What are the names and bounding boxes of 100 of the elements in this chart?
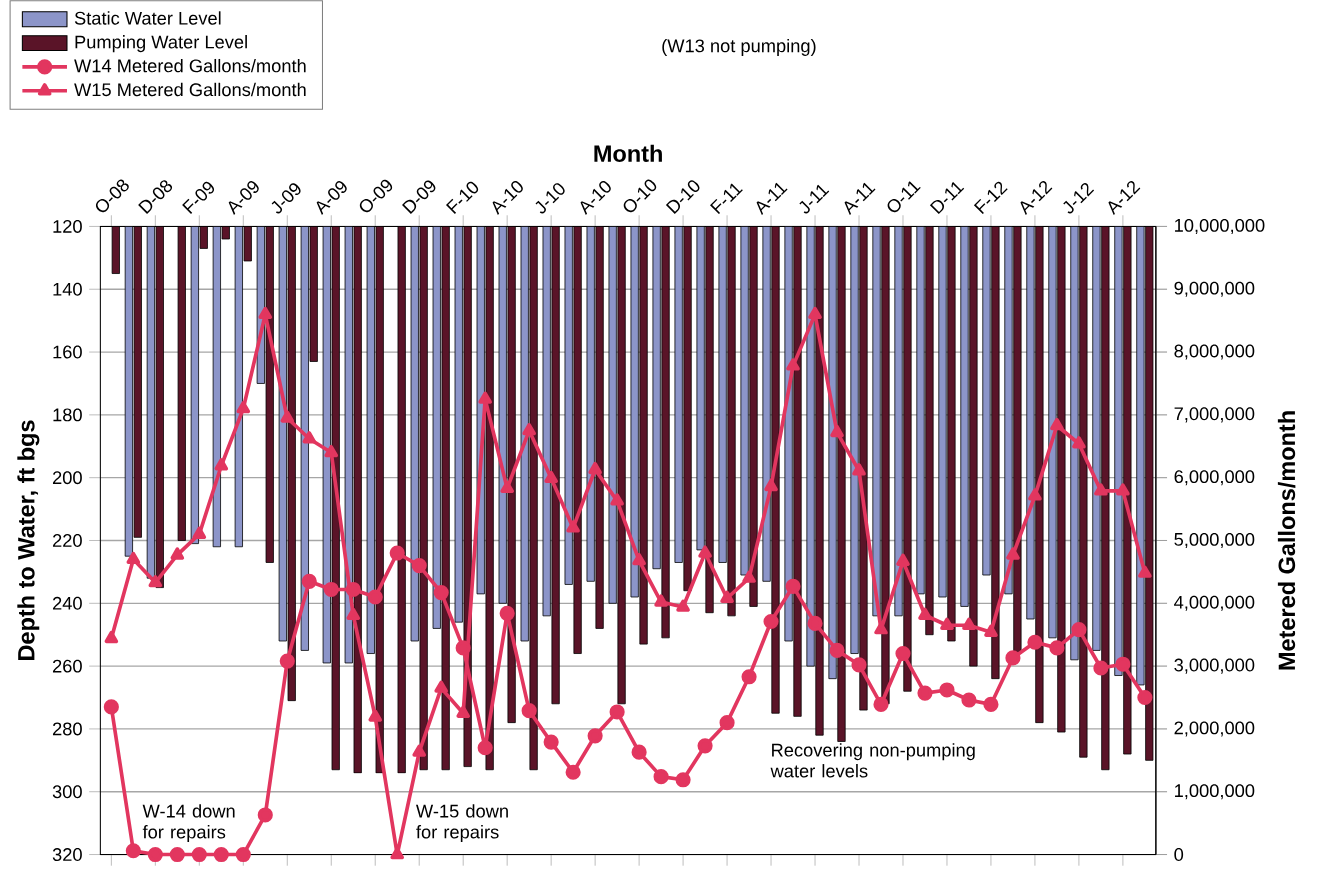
legend-label: Pumping Water Level	[75, 35, 247, 53]
legend-label: W14 Metered Gallons/month	[74, 58, 306, 73]
point	[456, 705, 470, 718]
point	[829, 642, 845, 658]
point	[720, 590, 734, 603]
annotation: W-14 down for repairs	[142, 804, 235, 843]
point	[698, 545, 712, 558]
point	[147, 846, 163, 863]
point	[1028, 488, 1042, 501]
y-tick-label: 160	[53, 345, 82, 359]
point	[433, 585, 449, 601]
point	[214, 458, 229, 471]
point	[588, 461, 602, 475]
point	[675, 772, 691, 788]
point	[1137, 689, 1153, 706]
point	[1027, 634, 1043, 650]
x-axis-title: Month	[594, 144, 662, 163]
point	[610, 493, 624, 506]
point	[323, 581, 339, 598]
y2-tick-label: 3,000,000	[1174, 658, 1255, 674]
y-tick-label: 180	[53, 408, 82, 422]
y2-tick-label: 8,000,000	[1174, 344, 1255, 360]
x-tick-label: J-11	[799, 184, 830, 214]
point	[632, 553, 646, 566]
point	[763, 613, 779, 630]
point	[697, 738, 713, 754]
point	[1138, 565, 1152, 578]
x-tick-label: F-11	[710, 183, 743, 215]
point	[961, 692, 977, 708]
point	[874, 622, 888, 635]
point	[477, 740, 493, 756]
point	[544, 470, 558, 483]
point	[654, 594, 668, 607]
y2-tick-label: 4,000,000	[1174, 595, 1255, 611]
point	[962, 617, 976, 630]
point	[609, 704, 625, 720]
legend-label: W15 Metered Gallons/month	[74, 82, 306, 97]
point	[434, 680, 449, 693]
point	[213, 846, 229, 863]
point	[235, 846, 251, 863]
point	[191, 846, 207, 863]
point	[257, 807, 273, 823]
point	[478, 391, 492, 404]
x-tick-label: J-10	[535, 183, 565, 214]
point	[521, 703, 537, 719]
point	[1072, 436, 1086, 449]
legend-label: Static Water Level	[74, 11, 221, 25]
point	[1094, 483, 1108, 496]
point	[324, 444, 339, 458]
point	[940, 617, 954, 630]
point	[565, 764, 581, 780]
text: (W13 not pumping)	[662, 38, 816, 56]
y-tick-label: 140	[53, 282, 82, 296]
point	[302, 431, 317, 444]
y-tick-label: 320	[52, 848, 82, 861]
y-tick-label: 220	[52, 534, 82, 547]
point	[169, 846, 185, 863]
point	[873, 696, 889, 712]
y-tick-label: 260	[52, 659, 82, 673]
point	[587, 728, 603, 744]
point	[786, 358, 800, 371]
point	[719, 715, 735, 731]
point	[500, 480, 514, 494]
point	[1050, 417, 1064, 431]
point	[104, 630, 119, 644]
point	[895, 645, 911, 662]
point	[808, 306, 822, 320]
point	[522, 422, 536, 436]
point	[830, 424, 844, 438]
point	[1071, 622, 1087, 638]
point	[345, 581, 361, 598]
point	[280, 410, 295, 423]
point	[1005, 650, 1021, 666]
point	[742, 570, 756, 583]
y-tick-label: 240	[52, 596, 82, 610]
point	[258, 306, 273, 320]
y2-tick-label: 7,000,000	[1174, 407, 1255, 423]
point	[807, 615, 823, 631]
point	[1006, 547, 1020, 560]
point	[346, 607, 361, 620]
point	[984, 624, 998, 637]
point	[676, 599, 690, 612]
y-tick-label: 280	[52, 722, 82, 736]
point	[918, 607, 932, 620]
point	[1093, 660, 1109, 676]
y2-tick-label: 10,000,000	[1175, 218, 1265, 234]
point	[236, 401, 251, 414]
point	[764, 478, 778, 492]
point	[455, 640, 471, 656]
point	[125, 843, 141, 859]
point	[785, 578, 801, 594]
point	[192, 526, 207, 539]
point	[368, 709, 383, 722]
point	[279, 653, 295, 669]
y-tick-label: 200	[52, 471, 82, 485]
y2-tick-label: 9,000,000	[1174, 281, 1255, 297]
annotation: Recovering non-pumping water levels	[770, 743, 975, 778]
point	[170, 547, 185, 560]
y-axis-title: Depth to Water, ft bgs	[17, 420, 40, 660]
y2-tick-label: 5,000,000	[1174, 532, 1255, 549]
